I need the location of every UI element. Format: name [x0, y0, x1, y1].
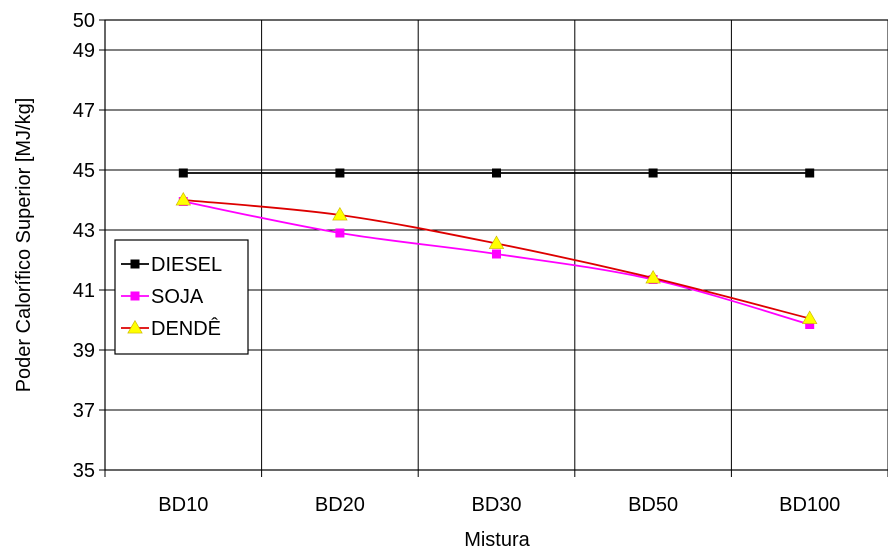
data-point-dend-bd100: [801, 310, 818, 324]
data-point-dend-bd50: [645, 269, 661, 284]
y-tick-label-43: 43: [73, 220, 95, 242]
legend-label-soja: SOJA: [151, 286, 204, 308]
series-line-dend: [183, 199, 810, 320]
series-dend: [175, 191, 818, 324]
series-group: [175, 168, 818, 329]
series-line-soja: [183, 200, 810, 326]
data-point-diesel-bd10: [178, 168, 188, 178]
series-diesel: [178, 168, 815, 178]
x-axis-label: Mistura: [464, 529, 530, 551]
data-point-dend-bd30: [488, 235, 505, 249]
y-tick-label-37: 37: [73, 400, 95, 422]
x-axis-ticks: BD10 BD20 BD30 BD50 BD100: [104, 470, 888, 516]
data-point-diesel-bd50: [648, 168, 658, 178]
legend: DIESEL SOJA DENDÊ: [114, 239, 249, 355]
data-point-dend-bd20: [332, 206, 348, 221]
y-tick-label-35: 35: [73, 460, 95, 482]
data-point-dend-bd10: [175, 191, 192, 206]
x-tick-label-bd30: BD30: [471, 494, 521, 516]
y-axis-label: Poder Calorífico Superior [MJ/kg]: [13, 98, 35, 393]
x-tick-label-bd20: BD20: [315, 494, 365, 516]
legend-marker-dend: [127, 319, 143, 334]
y-axis-ticks: 35 37 39 41 43 45 47 49 50: [73, 10, 105, 482]
series-soja: [178, 197, 815, 329]
legend-label-diesel: DIESEL: [151, 254, 222, 276]
legend-marker-soja: [130, 291, 140, 301]
x-tick-label-bd100: BD100: [779, 494, 840, 516]
y-tick-label-45: 45: [73, 160, 95, 182]
legend-label-dend: DENDÊ: [151, 317, 221, 340]
y-tick-label-39: 39: [73, 340, 95, 362]
x-tick-label-bd10: BD10: [158, 494, 208, 516]
data-point-soja-bd100: [805, 320, 815, 329]
x-tick-label-bd50: BD50: [628, 494, 678, 516]
legend-marker-diesel: [130, 259, 140, 269]
data-point-diesel-bd20: [335, 168, 345, 178]
y-tick-label-47: 47: [73, 100, 95, 122]
y-tick-label-50: 50: [73, 10, 95, 32]
data-point-soja-bd30: [492, 249, 501, 259]
plot-area-frame: [104, 19, 888, 471]
y-tick-label-49: 49: [73, 40, 95, 62]
data-point-diesel-bd100: [805, 168, 815, 178]
data-point-soja-bd20: [335, 228, 345, 238]
data-point-diesel-bd30: [492, 168, 501, 178]
legend-box: [114, 239, 249, 355]
y-tick-label-41: 41: [73, 280, 95, 302]
